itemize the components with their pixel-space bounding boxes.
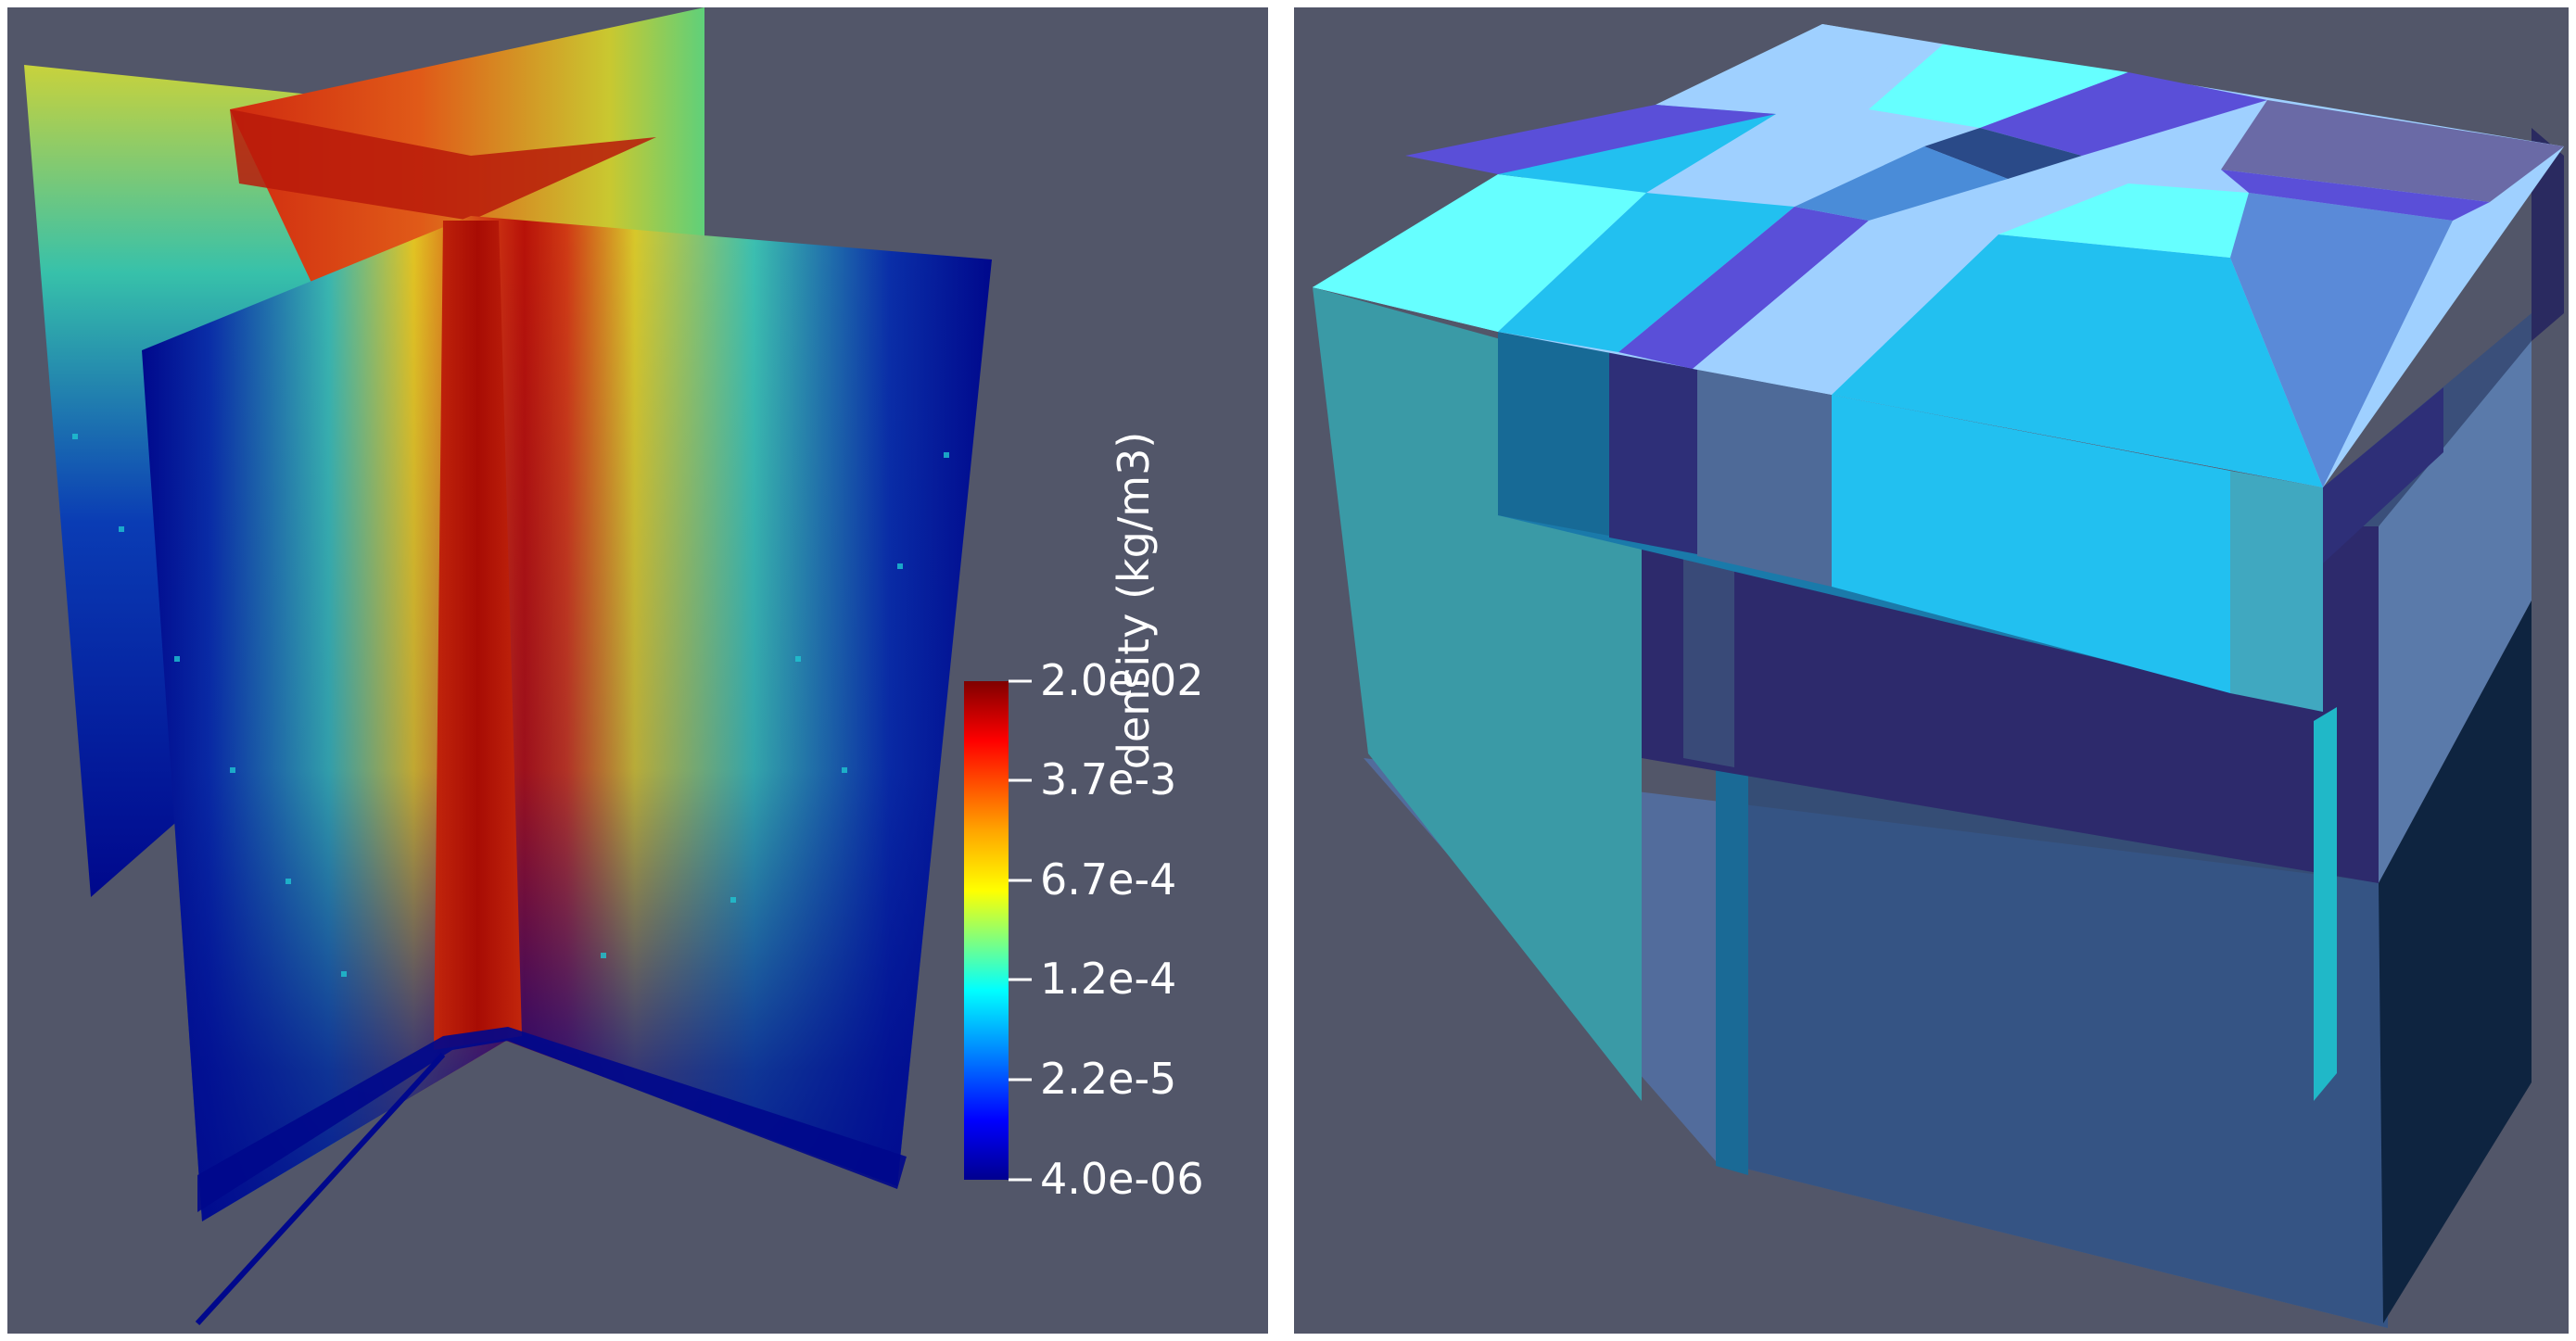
colorbar-tick-label: 1.2e-4: [1040, 954, 1177, 1004]
colorbar-tick-label: 3.7e-3: [1040, 754, 1177, 804]
density-column: [434, 221, 522, 1050]
domain-decomposition-view[interactable]: [1294, 7, 2569, 1334]
colorbar-tick-label: 2.0e-02: [1040, 655, 1204, 705]
colorbar-tick-label: 6.7e-4: [1040, 854, 1177, 905]
colorbar-gradient: [964, 681, 1009, 1180]
colorbar-title: density (kg/m3): [1109, 431, 1159, 770]
density-slices-render: [24, 7, 1032, 1326]
colorbar-tick-label: 2.2e-5: [1040, 1054, 1177, 1104]
block-cube-render: [1313, 24, 2564, 1328]
red-cross-band: [230, 109, 656, 221]
floor-slice: [197, 1027, 907, 1212]
density-slices-view[interactable]: 2.0e-02 3.7e-3 6.7e-4 1.2e-4 2.2e-5 4.0e…: [7, 7, 1268, 1334]
colorbar-tick-label: 4.0e-06: [1040, 1154, 1204, 1204]
